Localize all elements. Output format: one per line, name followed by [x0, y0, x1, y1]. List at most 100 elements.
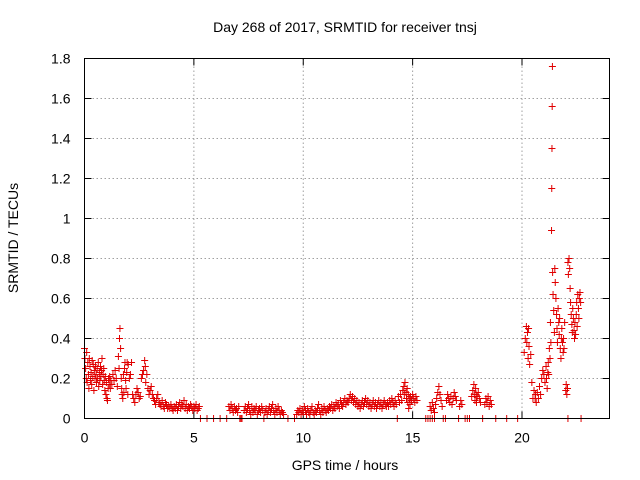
data-point [475, 395, 483, 402]
data-point [572, 331, 580, 338]
data-point [548, 63, 556, 70]
data-point [99, 381, 107, 388]
data-point [116, 335, 123, 342]
data-point [94, 359, 102, 366]
data-point [122, 377, 130, 384]
data-point [429, 405, 437, 412]
data-point [84, 359, 92, 366]
data-point [548, 145, 556, 152]
data-point [143, 371, 151, 378]
data-point [95, 383, 103, 390]
data-point [528, 379, 536, 386]
data-point [548, 103, 556, 110]
data-point [308, 403, 316, 410]
data-point [526, 361, 534, 368]
data-point [315, 401, 323, 408]
data-point [136, 393, 144, 400]
data-point [195, 403, 203, 410]
data-point [154, 391, 162, 398]
data-point [486, 397, 494, 404]
data-point [545, 371, 553, 378]
data-point [484, 393, 492, 400]
data-point [82, 365, 90, 372]
data-point [525, 343, 533, 350]
y-tick-label: 0.8 [51, 251, 71, 267]
data-point [146, 387, 154, 394]
data-point [541, 379, 549, 386]
x-axis-label: GPS time / hours [292, 457, 399, 473]
data-point [559, 349, 567, 356]
data-point [121, 365, 129, 372]
data-point [87, 377, 95, 384]
data-point [406, 401, 414, 408]
data-point [548, 185, 556, 192]
data-point [438, 403, 446, 410]
data-point [550, 307, 558, 314]
data-point [378, 405, 386, 412]
x-tick-label: 15 [405, 430, 421, 446]
x-tick-label: 0 [81, 430, 89, 446]
data-point [432, 401, 440, 408]
data-point [141, 357, 149, 364]
data-point [472, 385, 480, 392]
data-point [119, 395, 127, 402]
data-point [114, 353, 122, 360]
data-point [577, 299, 585, 306]
data-point [552, 295, 560, 302]
data-point [539, 367, 547, 374]
y-tick-label: 1.8 [51, 51, 71, 67]
data-point [550, 329, 558, 336]
data-point [575, 315, 583, 322]
data-point [431, 409, 438, 416]
tick-labels: 0 0.2 0.4 0.6 0.8 1 1.2 1.4 1.6 1.8 0 5 10 15 20 [51, 51, 530, 446]
data-point [108, 381, 116, 388]
data-point [234, 409, 242, 416]
data-point [487, 401, 495, 408]
data-point [106, 385, 114, 392]
plot-frame [84, 58, 610, 419]
y-tick-label: 1.6 [51, 91, 71, 107]
data-point [571, 335, 578, 342]
y-tick-label: 1.2 [51, 171, 71, 187]
data-point [142, 379, 150, 386]
data-point [566, 265, 574, 272]
data-point [117, 375, 125, 382]
data-point [280, 411, 288, 418]
data-point [122, 385, 130, 392]
data-point [131, 399, 139, 406]
data-point [100, 365, 108, 372]
data-point [560, 345, 568, 352]
data-point [543, 385, 551, 392]
data-point [235, 403, 243, 410]
data-point [573, 323, 581, 330]
data-point [82, 375, 90, 382]
data-point [391, 397, 399, 404]
data-point [556, 315, 564, 322]
data-point [413, 397, 421, 404]
data-point [525, 325, 533, 332]
data-point [574, 305, 582, 312]
data-point [98, 355, 106, 362]
data-point [548, 227, 556, 234]
data-point [520, 349, 528, 356]
data-point [563, 391, 571, 398]
data-point [451, 393, 459, 400]
y-tick-label: 1 [63, 211, 71, 227]
data-point [558, 339, 566, 346]
data-point [555, 319, 563, 326]
data-point [435, 383, 443, 390]
data-point [572, 311, 580, 318]
data-point [476, 399, 484, 406]
data-point [116, 325, 124, 332]
data-point [557, 355, 565, 362]
data-point [448, 401, 456, 408]
y-tick-label: 1.4 [51, 131, 71, 147]
x-tick-label: 20 [514, 430, 530, 446]
data-point [558, 325, 566, 332]
data-point [521, 335, 529, 342]
data-point [547, 339, 555, 346]
data-point [403, 385, 411, 392]
data-point [123, 369, 131, 376]
data-point [450, 389, 458, 396]
data-point [137, 375, 145, 382]
